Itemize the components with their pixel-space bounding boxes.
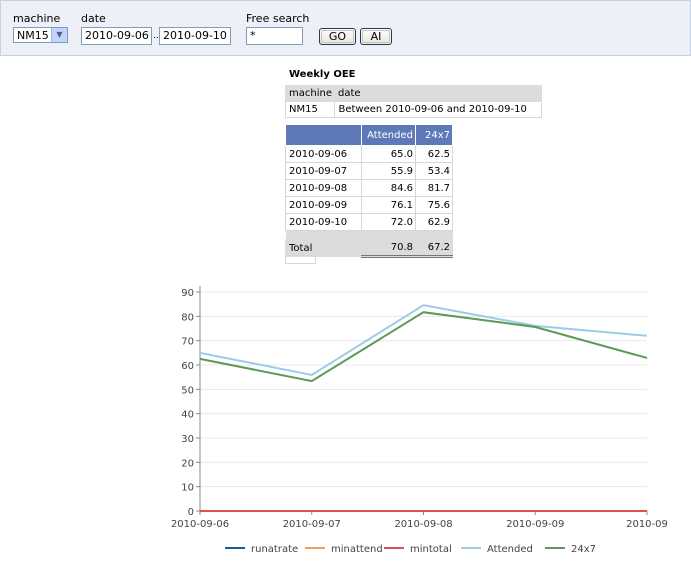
legend-label[interactable]: 24x7 — [571, 544, 596, 555]
table-row: 2010-09-06 65.0 62.5 — [285, 145, 453, 163]
x-tick-label: 2010-09-06 — [171, 519, 229, 530]
row-24x7: 62.9 — [415, 213, 453, 231]
oee-line-chart: 0 10 20 30 40 50 60 70 80 90 2010-09-06 2010-09-07 2… — [171, 286, 668, 555]
ai-button[interactable]: AI — [360, 28, 392, 45]
table-row: 2010-09-08 84.6 81.7 — [285, 179, 453, 197]
machine-select[interactable]: NM15 ▼ — [13, 27, 68, 43]
column-header-24x7: 24x7 — [415, 124, 453, 146]
legend-label[interactable]: runatrate — [251, 544, 298, 555]
date-label: date — [81, 12, 106, 25]
row-date: 2010-09-10 — [285, 213, 362, 231]
criteria-table: machine date NM15 Between 2010-09-06 and… — [284, 85, 542, 118]
table-row: 2010-09-07 55.9 53.4 — [285, 162, 453, 180]
criteria-header-date: date — [334, 85, 542, 102]
y-tick-label: 40 — [181, 410, 194, 421]
total-row: Total 70.8 67.2 — [285, 239, 453, 258]
row-24x7: 62.5 — [415, 145, 453, 163]
table-footer-cell — [285, 255, 316, 264]
x-tick-label: 2010-09-08 — [394, 519, 452, 530]
y-tick-label: 60 — [181, 361, 194, 372]
legend-label[interactable]: minattend — [331, 544, 383, 555]
series-line-24x7 — [199, 311, 648, 383]
free-search-label: Free search — [246, 12, 310, 25]
row-attended: 72.0 — [361, 213, 416, 231]
y-tick-label: 0 — [188, 507, 194, 518]
row-date: 2010-09-08 — [285, 179, 362, 197]
y-tick-label: 30 — [181, 434, 194, 445]
row-attended: 76.1 — [361, 196, 416, 214]
y-tick-label: 70 — [181, 337, 194, 348]
go-button[interactable]: GO — [319, 28, 356, 45]
y-tick-label: 80 — [181, 312, 194, 323]
report-title: Weekly OEE — [289, 69, 356, 80]
column-header-attended: Attended — [361, 124, 416, 146]
criteria-value-machine: NM15 — [284, 101, 336, 118]
chevron-down-icon[interactable]: ▼ — [51, 28, 67, 42]
row-attended: 65.0 — [361, 145, 416, 163]
date-range-separator: .. — [153, 31, 159, 41]
legend-label[interactable]: Attended — [487, 544, 533, 555]
table-row: 2010-09-10 72.0 62.9 — [285, 213, 453, 231]
machine-label: machine — [13, 12, 61, 25]
criteria-value-date: Between 2010-09-06 and 2010-09-10 — [334, 101, 542, 118]
free-search-input[interactable]: * — [246, 27, 303, 45]
total-24x7: 67.2 — [415, 239, 453, 258]
table-row: 2010-09-09 76.1 75.6 — [285, 196, 453, 214]
row-attended: 84.6 — [361, 179, 416, 197]
date-from-input[interactable]: 2010-09-06 — [81, 27, 152, 45]
y-tick-label: 20 — [181, 458, 194, 469]
oee-table: Attended 24x7 2010-09-06 65.0 62.5 2010-… — [285, 124, 453, 258]
total-attended: 70.8 — [361, 239, 416, 258]
row-24x7: 81.7 — [415, 179, 453, 197]
machine-select-value: NM15 — [17, 29, 49, 42]
row-date: 2010-09-06 — [285, 145, 362, 163]
row-24x7: 53.4 — [415, 162, 453, 180]
y-tick-label: 50 — [181, 385, 194, 396]
legend-label[interactable]: mintotal — [410, 544, 452, 555]
row-attended: 55.9 — [361, 162, 416, 180]
x-tick-label: 2010-09 — [626, 519, 668, 530]
x-tick-label: 2010-09-09 — [506, 519, 564, 530]
y-tick-label: 90 — [181, 288, 194, 299]
criteria-header-machine: machine — [284, 85, 335, 102]
row-24x7: 75.6 — [415, 196, 453, 214]
x-tick-label: 2010-09-07 — [283, 519, 341, 530]
date-to-input[interactable]: 2010-09-10 — [159, 27, 231, 45]
column-header-date — [285, 124, 362, 146]
row-date: 2010-09-07 — [285, 162, 362, 180]
table-header-row: Attended 24x7 — [285, 124, 453, 146]
y-tick-label: 10 — [181, 483, 194, 494]
total-label: Total — [285, 239, 362, 257]
filter-toolbar: machine NM15 ▼ date 2010-09-06 .. 2010-0… — [0, 0, 691, 56]
series-line-attended — [199, 304, 648, 377]
row-date: 2010-09-09 — [285, 196, 362, 214]
